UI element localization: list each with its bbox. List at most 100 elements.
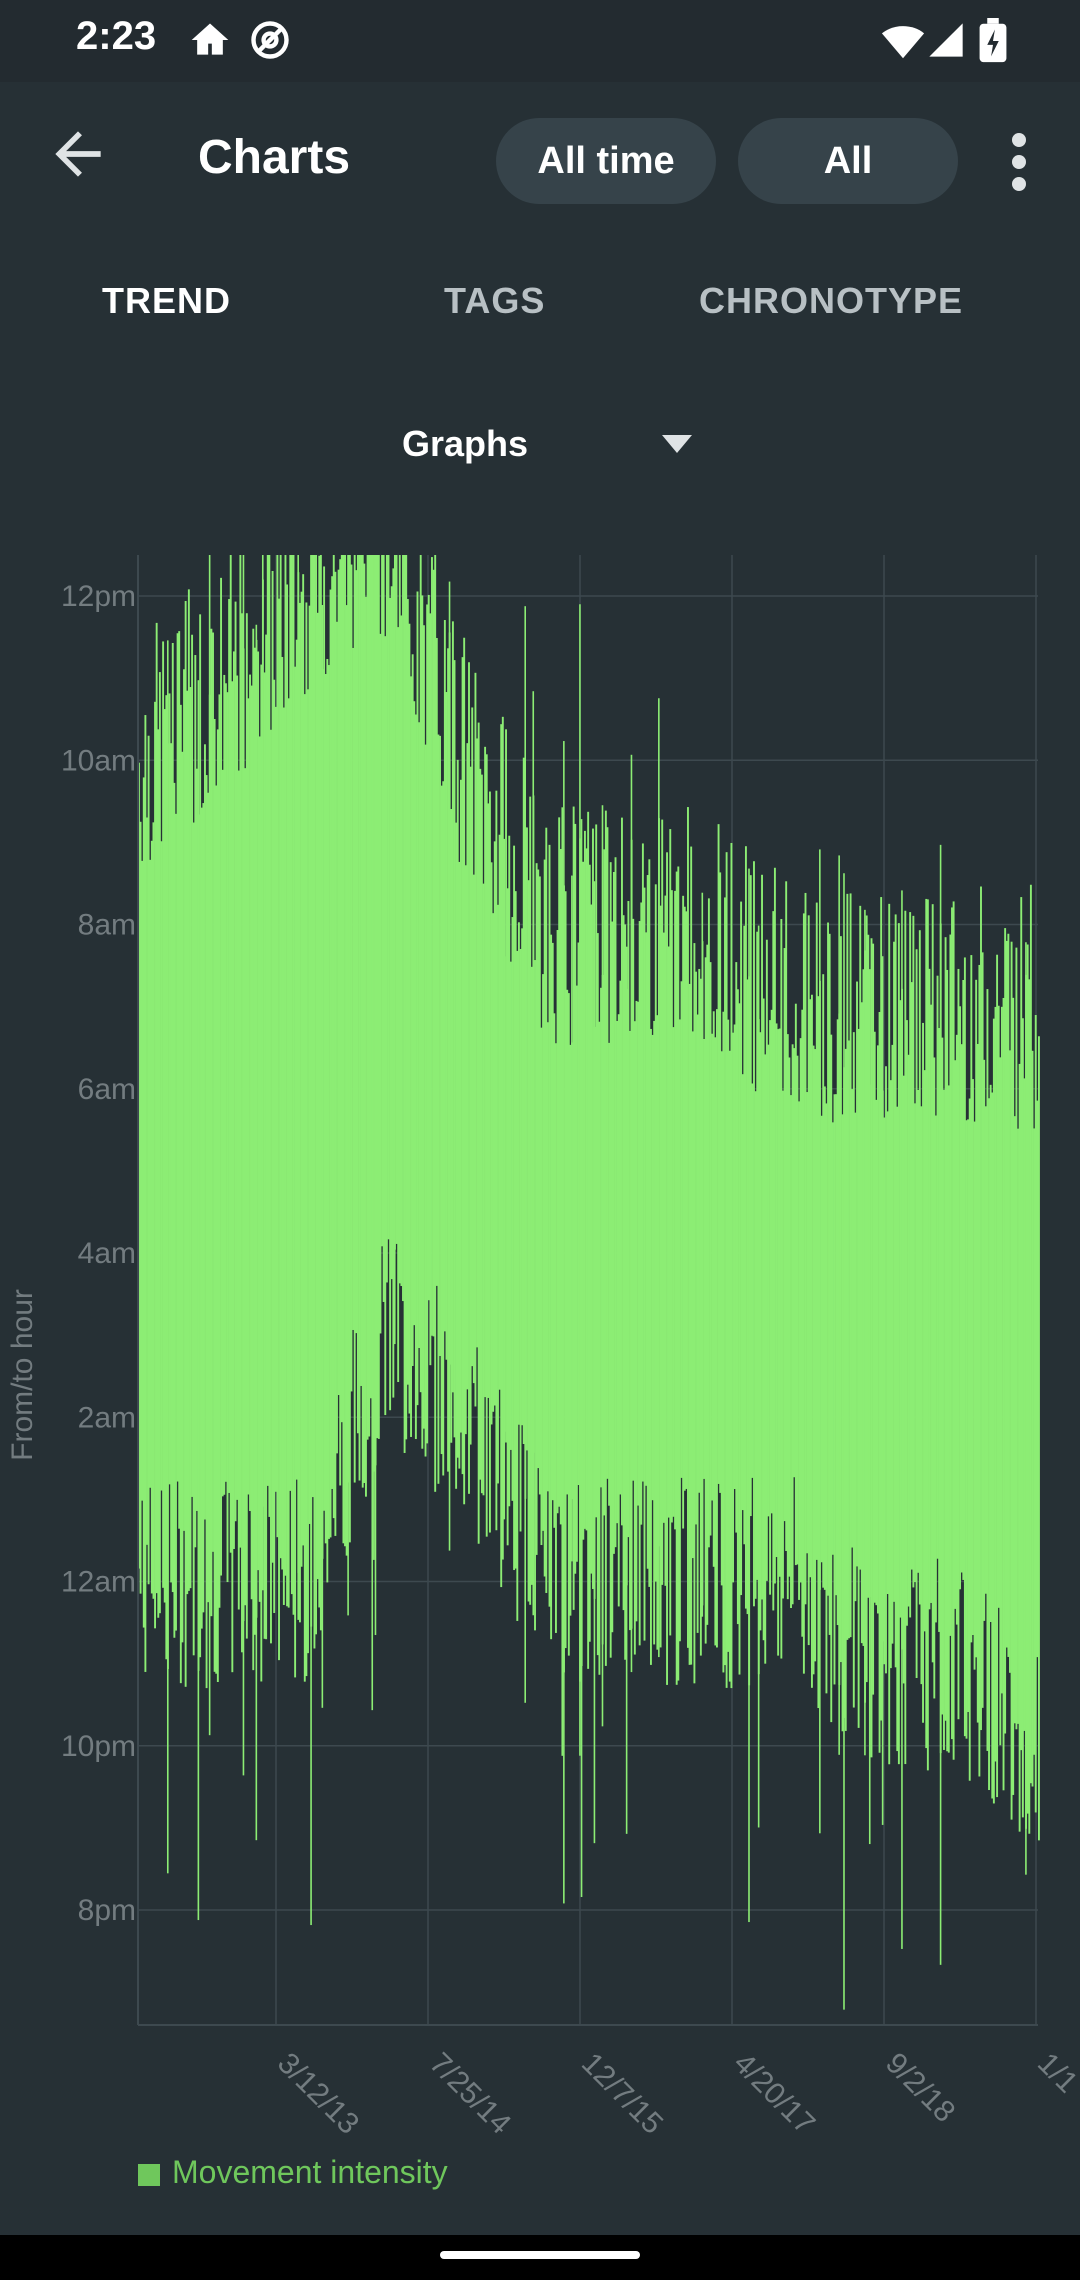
movement-bar <box>699 978 702 1656</box>
movement-bar <box>664 895 667 1586</box>
y-tick-label: 4am <box>78 1237 136 1270</box>
movement-bar <box>472 874 475 1384</box>
movement-bar <box>682 895 685 1529</box>
movement-bar <box>856 981 858 1567</box>
time-range-button[interactable]: All time <box>496 118 716 204</box>
movement-bar <box>690 846 693 1665</box>
movement-bar <box>184 600 187 1687</box>
movement-bar <box>577 942 580 1486</box>
more-options-icon[interactable] <box>1004 132 1034 192</box>
movement-bar <box>458 861 461 1469</box>
movement-bar <box>802 913 805 1674</box>
movement-bar <box>461 657 464 1475</box>
movement-bar <box>183 669 185 1531</box>
movement-bar <box>245 613 248 1639</box>
movement-bar <box>783 948 786 1522</box>
movement-bar <box>244 768 247 1606</box>
movement-bar <box>612 872 615 1554</box>
movement-spike <box>197 680 200 1921</box>
movement-bar <box>806 1092 809 1554</box>
movement-bar <box>685 911 688 1489</box>
movement-bar <box>725 852 728 1688</box>
movement-bar <box>474 672 477 1407</box>
movement-bar <box>704 957 707 1644</box>
movement-bar <box>384 636 387 1416</box>
graph-type-dropdown[interactable]: Graphs <box>380 405 720 485</box>
movement-bar <box>326 658 329 1583</box>
movement-bar <box>761 874 763 1600</box>
at-sign-icon <box>251 21 289 59</box>
movement-bar <box>917 1090 920 1573</box>
tab-tags[interactable]: TAGS <box>444 280 546 321</box>
movement-bar <box>857 1028 860 1728</box>
back-arrow-icon[interactable] <box>44 120 112 188</box>
movement-bar <box>608 1042 611 1506</box>
filter-button[interactable]: All <box>738 118 958 204</box>
movement-bar <box>376 555 379 1439</box>
movement-bar <box>234 601 237 1522</box>
movement-bar <box>236 675 239 1500</box>
movement-bar <box>910 982 913 1570</box>
movement-bar <box>282 707 285 1605</box>
movement-bar <box>883 1117 886 1665</box>
y-axis-label: From/to hour <box>6 1289 39 1461</box>
movement-bar <box>443 620 446 1332</box>
movement-bar <box>506 888 509 1546</box>
movement-bar <box>274 706 277 1492</box>
movement-bar <box>662 932 665 1523</box>
movement-bar <box>728 1050 731 1682</box>
movement-bar <box>604 810 607 1666</box>
movement-bar <box>348 555 351 1543</box>
movement-bar <box>749 875 752 1517</box>
movement-bar <box>582 861 585 1540</box>
movement-bar <box>210 628 213 1617</box>
movement-bar <box>564 891 567 1649</box>
movement-bar <box>171 642 174 1593</box>
movement-bar <box>440 785 443 1455</box>
movement-bar <box>951 907 953 1740</box>
movement-spike <box>393 555 396 1345</box>
movement-bar <box>1023 1078 1026 1731</box>
movement-bar <box>207 792 210 1603</box>
x-tick-label: 1/1 <box>1031 2047 1080 2100</box>
movement-bar <box>922 1022 924 1723</box>
movement-bar <box>212 632 214 1552</box>
movement-bar <box>1004 928 1007 1734</box>
movement-bar <box>965 1120 968 1739</box>
tab-chronotype[interactable]: CHRONOTYPE <box>699 280 964 321</box>
movement-bar <box>160 841 163 1491</box>
movement-bar <box>400 615 403 1287</box>
movement-bar <box>875 1099 878 1606</box>
movement-bar <box>559 848 562 1525</box>
movement-bar <box>527 880 530 1602</box>
movement-bar <box>511 917 514 1501</box>
movement-bar <box>266 555 269 1486</box>
movement-spike <box>579 604 581 1756</box>
movement-bar <box>551 942 554 1501</box>
movement-bar <box>885 1066 887 1674</box>
movement-bar <box>844 1048 847 1731</box>
home-gesture-handle[interactable] <box>440 2251 640 2259</box>
tab-trend[interactable]: TREND <box>102 280 231 321</box>
movement-bar <box>300 591 303 1567</box>
signal-icon <box>929 23 963 57</box>
movement-bar <box>828 933 831 1635</box>
movement-bar <box>667 946 670 1518</box>
movement-bar <box>146 817 148 1545</box>
movement-bar <box>907 1054 910 1607</box>
movement-bar <box>981 952 984 1708</box>
movement-bar <box>796 1055 799 1565</box>
movement-bar <box>191 634 194 1497</box>
movement-bar <box>952 901 955 1760</box>
movement-bar <box>756 931 759 1580</box>
movement-bar <box>276 555 279 1538</box>
movement-bar <box>688 983 691 1665</box>
movement-bar <box>743 925 746 1545</box>
movement-bar <box>970 955 973 1643</box>
movement-bar <box>170 743 173 1583</box>
movement-bar <box>257 651 260 1571</box>
movement-spike <box>208 555 211 1736</box>
movement-bar <box>163 709 166 1603</box>
movement-bar <box>513 845 516 1571</box>
movement-bar <box>311 555 314 1498</box>
